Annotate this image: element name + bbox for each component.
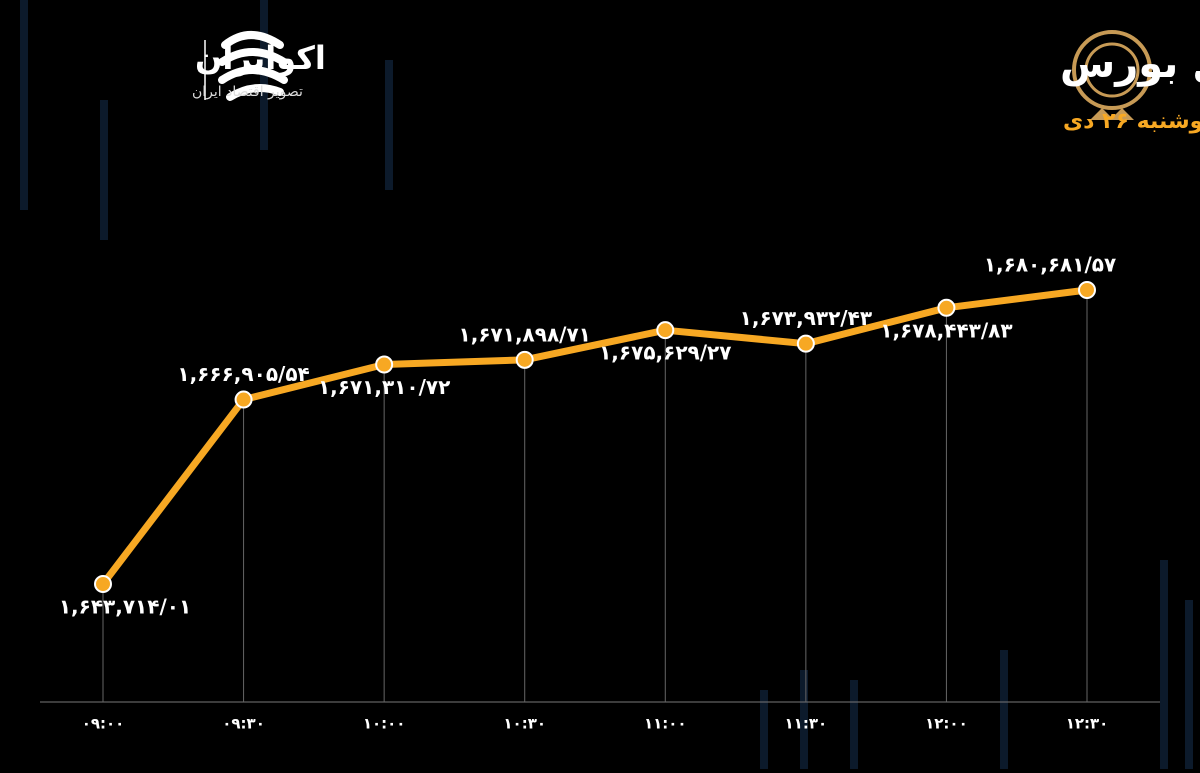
data-point <box>234 390 253 409</box>
brand-tagline: تصویر اقتصاد ایران <box>192 84 303 100</box>
x-tick-label: ۱۲:۰۰ <box>925 715 968 733</box>
data-label: ۱,۶۷۱,۳۱۰/۷۲ <box>318 375 450 399</box>
data-label: ۱,۶۷۱,۸۹۸/۷۱ <box>459 322 591 346</box>
data-label: ۱,۶۶۶,۹۰۵/۵۴ <box>177 362 309 386</box>
logo <box>204 30 1152 120</box>
data-point <box>937 298 956 317</box>
data-label: ۱,۶۷۸,۴۴۳/۸۳ <box>880 318 1012 342</box>
x-tick-label: ۰۹:۰۰ <box>82 715 125 733</box>
brand-name: اکوایران <box>195 39 326 77</box>
data-label: ۱,۶۴۳,۷۱۴/۰۱ <box>59 595 191 619</box>
x-tick-label: ۱۰:۳۰ <box>503 715 546 733</box>
x-tick-label: ۱۰:۰۰ <box>363 715 406 733</box>
x-tick-label: ۰۹:۳۰ <box>222 715 265 733</box>
x-tick-label: ۱۲:۳۰ <box>1066 715 1109 733</box>
data-point <box>656 321 675 340</box>
data-point <box>1078 281 1096 299</box>
data-point <box>796 334 815 353</box>
data-point <box>515 350 534 369</box>
data-label: ۱,۶۸۰,۶۸۱/۵۷ <box>984 253 1116 277</box>
data-label: ۱,۶۷۵,۶۲۹/۲۷ <box>599 341 731 365</box>
chart-subtitle: دوشنبه ۲۶ دی <box>1063 109 1200 134</box>
data-point <box>375 355 394 374</box>
data-point <box>94 575 112 593</box>
data-label: ۱,۶۷۳,۹۳۲/۴۳ <box>740 306 872 330</box>
x-tick-label: ۱۱:۰۰ <box>644 715 687 733</box>
x-tick-label: ۱۱:۳۰ <box>785 715 828 733</box>
series-line <box>100 286 1088 587</box>
chart-title: روند شاخص کل بورس <box>1060 41 1200 87</box>
